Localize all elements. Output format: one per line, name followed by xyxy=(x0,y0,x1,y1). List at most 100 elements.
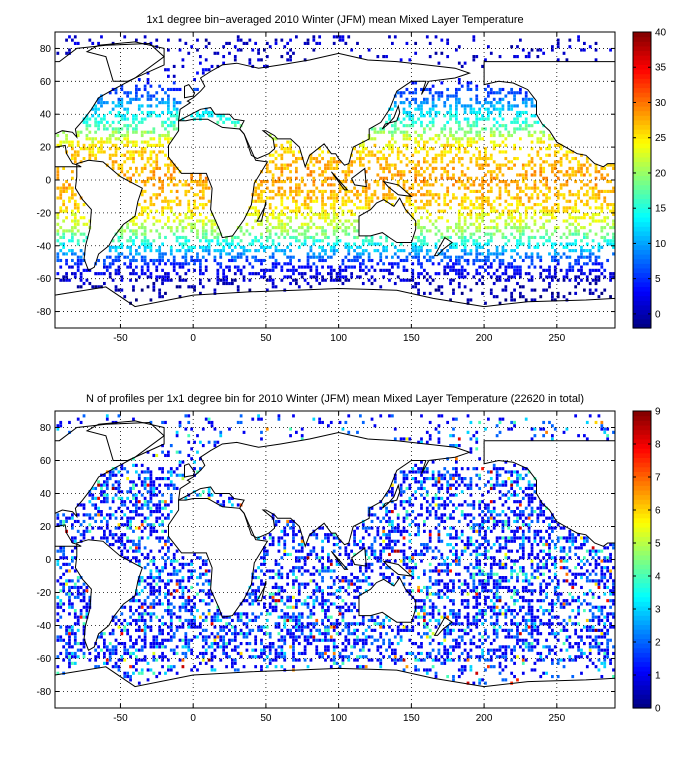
data-cell xyxy=(161,536,164,539)
data-cell xyxy=(478,137,481,140)
data-cell xyxy=(248,62,251,65)
data-cell xyxy=(458,62,461,65)
data-cell xyxy=(548,275,551,278)
data-cell xyxy=(592,239,595,242)
data-cell xyxy=(406,200,409,203)
data-cell xyxy=(94,157,97,160)
data-cell xyxy=(336,272,339,275)
data-cell xyxy=(368,196,371,199)
data-cell xyxy=(304,200,307,203)
data-cell xyxy=(97,147,100,150)
data-cell xyxy=(589,252,592,255)
data-cell xyxy=(461,266,464,269)
data-cell xyxy=(580,164,583,167)
data-cell xyxy=(150,586,153,589)
data-cell xyxy=(147,213,150,216)
data-cell xyxy=(423,170,426,173)
data-cell xyxy=(97,480,100,483)
data-cell xyxy=(513,144,516,147)
data-cell xyxy=(504,200,507,203)
data-cell xyxy=(257,200,260,203)
data-cell xyxy=(118,546,121,549)
data-cell xyxy=(158,540,161,543)
data-cell xyxy=(152,167,155,170)
data-cell xyxy=(394,35,397,38)
data-cell xyxy=(74,262,77,265)
data-cell xyxy=(464,216,467,219)
data-cell xyxy=(420,124,423,127)
data-cell xyxy=(74,35,77,38)
data-cell xyxy=(574,193,577,196)
data-cell xyxy=(545,233,548,236)
data-cell xyxy=(112,645,115,648)
data-cell xyxy=(184,262,187,265)
data-cell xyxy=(184,428,187,431)
data-cell xyxy=(164,477,167,480)
data-cell xyxy=(432,223,435,226)
data-cell xyxy=(522,111,525,114)
data-cell xyxy=(88,154,91,157)
data-cell xyxy=(347,170,350,173)
data-cell xyxy=(423,226,426,229)
data-cell xyxy=(333,206,336,209)
data-cell xyxy=(196,114,199,117)
data-cell xyxy=(376,131,379,134)
data-cell xyxy=(152,259,155,262)
data-cell xyxy=(333,157,336,160)
data-cell xyxy=(158,193,161,196)
data-cell xyxy=(301,266,304,269)
data-cell xyxy=(324,213,327,216)
data-cell xyxy=(97,150,100,153)
data-cell xyxy=(62,556,65,559)
data-cell xyxy=(112,131,115,134)
data-cell xyxy=(144,219,147,222)
data-cell xyxy=(135,180,138,183)
data-cell xyxy=(525,256,528,259)
data-cell xyxy=(126,649,129,652)
data-cell xyxy=(199,652,202,655)
data-cell xyxy=(144,242,147,245)
data-cell xyxy=(118,104,121,107)
data-cell xyxy=(167,583,170,586)
data-cell xyxy=(493,91,496,94)
data-cell xyxy=(280,226,283,229)
data-cell xyxy=(406,124,409,127)
data-cell xyxy=(86,513,89,516)
data-cell xyxy=(327,256,330,259)
data-cell xyxy=(347,249,350,252)
data-cell xyxy=(141,94,144,97)
data-cell xyxy=(435,246,438,249)
data-cell xyxy=(586,249,589,252)
data-cell xyxy=(423,160,426,163)
data-cell xyxy=(496,91,499,94)
data-cell xyxy=(129,246,132,249)
data-cell xyxy=(254,272,257,275)
data-cell xyxy=(321,170,324,173)
data-cell xyxy=(554,259,557,262)
data-cell xyxy=(368,256,371,259)
data-cell xyxy=(414,282,417,285)
data-cell xyxy=(135,560,138,563)
data-cell xyxy=(496,164,499,167)
data-cell xyxy=(129,154,132,157)
data-cell xyxy=(120,127,123,130)
data-cell xyxy=(147,606,150,609)
data-cell xyxy=(376,183,379,186)
data-cell xyxy=(248,213,251,216)
data-cell xyxy=(182,461,185,464)
data-cell xyxy=(135,543,138,546)
data-cell xyxy=(120,275,123,278)
data-cell xyxy=(144,88,147,91)
data-cell xyxy=(152,144,155,147)
data-cell xyxy=(138,121,141,124)
data-cell xyxy=(187,434,190,437)
data-cell xyxy=(123,523,126,526)
data-cell xyxy=(182,219,185,222)
data-cell xyxy=(295,239,298,242)
data-cell xyxy=(522,121,525,124)
data-cell xyxy=(388,164,391,167)
data-cell xyxy=(173,114,176,117)
data-cell xyxy=(350,190,353,193)
data-cell xyxy=(179,48,182,51)
data-cell xyxy=(429,127,432,130)
